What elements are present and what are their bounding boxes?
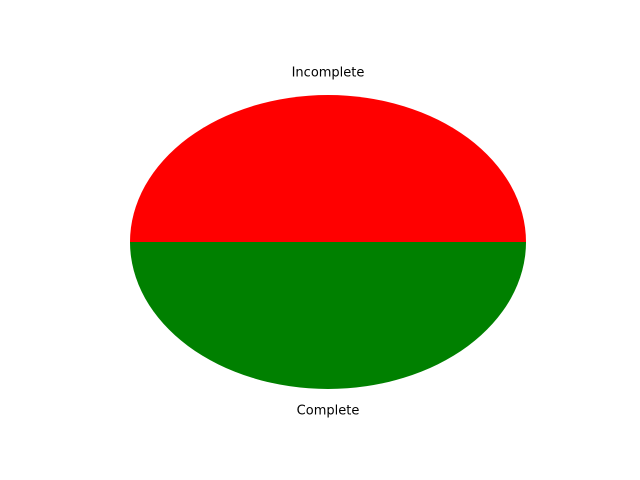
pie-slice-incomplete: [130, 95, 526, 242]
pie-label-complete: Complete: [297, 404, 360, 419]
pie-slice-complete: [130, 242, 526, 389]
pie-label-incomplete: Incomplete: [292, 65, 365, 80]
pie-labels: Incomplete Complete: [292, 65, 365, 418]
pie-slices: [130, 95, 526, 389]
